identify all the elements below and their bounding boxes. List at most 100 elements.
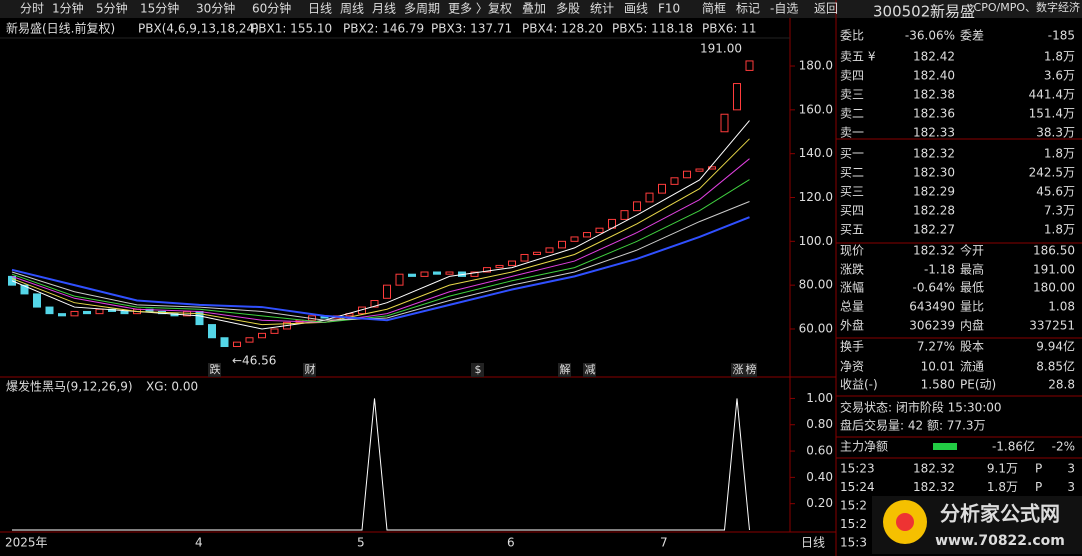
quote-cell: 外盘	[840, 318, 864, 333]
event-marker: 财	[305, 362, 316, 376]
toolbar-button[interactable]: 标记	[736, 2, 760, 16]
quote-cell: 3	[1067, 480, 1075, 494]
y-tick-label: 160.0	[799, 102, 833, 116]
candle	[695, 168, 704, 172]
quote-cell: 1.8万	[1044, 223, 1075, 237]
y-tick-label: 0.60	[806, 444, 833, 458]
indicator-line	[11, 216, 750, 322]
candle	[708, 166, 716, 170]
candle	[670, 177, 679, 185]
quote-cell: 卖三	[840, 88, 864, 102]
quote-cell: 643490	[909, 300, 955, 314]
candle	[483, 267, 491, 273]
event-badge	[303, 363, 316, 377]
candle	[433, 271, 441, 275]
candle	[508, 260, 516, 266]
event-badge	[558, 363, 571, 377]
quote-cell: 45.6万	[1036, 185, 1075, 199]
toolbar-button[interactable]: 返回	[814, 2, 838, 16]
toolbar-button[interactable]: 简框	[702, 2, 726, 16]
quote-cell: 10.01	[921, 360, 955, 374]
x-tick-label: 6	[507, 536, 515, 550]
candle	[395, 273, 404, 286]
event-marker: $	[475, 363, 482, 376]
toolbar-button[interactable]: 周线	[340, 2, 364, 16]
toolbar-button[interactable]: 多股	[556, 2, 580, 16]
quote-cell: 收益(-)	[840, 378, 878, 392]
logo-icon	[896, 513, 914, 531]
quote-cell: 换手	[840, 340, 864, 354]
quote-cell: 337251	[1029, 319, 1075, 333]
candle	[545, 247, 554, 253]
toolbar-button[interactable]: 分时	[20, 2, 44, 16]
quote-cell: -0.64%	[913, 281, 955, 295]
quote-cell: 182.28	[913, 204, 955, 218]
toolbar-button[interactable]: 多周期	[404, 2, 440, 16]
candle	[720, 113, 729, 133]
candle	[270, 328, 279, 334]
toolbar-button[interactable]: 复权	[488, 2, 512, 16]
quote-cell: 306239	[909, 319, 955, 333]
candle	[408, 273, 416, 277]
candle	[70, 310, 79, 317]
indicator-title: 爆发性黑马(9,12,26,9)	[6, 379, 133, 394]
quote-cell: 净资	[840, 360, 864, 374]
quote-cell: 1.8万	[987, 480, 1018, 494]
quote-cell: 28.8	[1048, 378, 1075, 392]
toolbar-button[interactable]: 画线	[624, 2, 648, 16]
toolbar-button[interactable]: 统计	[590, 2, 614, 16]
toolbar-button[interactable]: -自选	[770, 2, 798, 16]
y-tick-label: 60.00	[799, 321, 833, 335]
quote-cell: 15:2	[840, 499, 867, 513]
toolbar-button[interactable]: 30分钟	[196, 1, 235, 16]
quote-cell: 182.32	[913, 462, 955, 476]
quote-cell: 182.27	[913, 223, 955, 237]
event-marker: 榜	[746, 362, 757, 376]
quote-cell: P	[1035, 480, 1042, 494]
y-tick-label: 0.20	[806, 496, 833, 510]
quote-cell: 今开	[960, 243, 984, 258]
quote-cell: 182.32	[913, 244, 955, 258]
toolbar-button[interactable]: 月线	[372, 2, 396, 16]
toolbar-button[interactable]: F10	[658, 2, 680, 16]
candle	[570, 236, 579, 242]
quote-cell: 流通	[960, 360, 984, 374]
x-tick-label: 4	[195, 536, 203, 550]
candle	[20, 284, 29, 295]
y-tick-label: 140.0	[799, 146, 833, 160]
quote-cell: 38.3万	[1036, 126, 1075, 140]
y-tick-label: 180.0	[799, 59, 833, 73]
quote-cell: 总量	[840, 300, 864, 314]
quote-cell: 15:2	[840, 517, 867, 531]
logo-url: www.70822.com	[935, 533, 1065, 549]
event-badge	[583, 363, 596, 377]
quote-cell: 182.40	[913, 69, 955, 83]
quote-cell: 最低	[960, 281, 984, 295]
toolbar-button[interactable]: 1分钟	[52, 1, 84, 16]
candle	[83, 310, 91, 315]
quote-cell: 182.32	[913, 147, 955, 161]
quote-cell: 182.33	[913, 126, 955, 140]
toolbar-button[interactable]: 5分钟	[96, 1, 128, 16]
toolbar-button[interactable]: 叠加	[522, 2, 546, 16]
candle	[95, 308, 104, 315]
quote-cell: 内盘	[960, 318, 984, 333]
toolbar-button[interactable]: 60分钟	[252, 1, 291, 16]
legend-item: PBX3: 137.71	[431, 22, 512, 36]
candle	[445, 271, 454, 275]
toolbar-button[interactable]: 15分钟	[140, 1, 179, 16]
status: 交易状态: 闭市阶段 15:30:00	[840, 400, 1002, 415]
toolbar-button[interactable]: 更多 〉	[448, 2, 488, 16]
quote-cell: 7.27%	[917, 340, 955, 354]
quote-cell: 买五	[840, 223, 864, 237]
event-marker: 跌	[210, 362, 221, 376]
candle	[383, 284, 391, 299]
x-tick-label: 2025年	[5, 536, 48, 550]
quote-cell: 15:24	[840, 480, 875, 494]
quote-cell: 买三	[840, 185, 864, 199]
toolbar-button[interactable]: 日线	[308, 2, 332, 16]
candle	[120, 310, 129, 315]
quote-cell: 9.1万	[987, 462, 1018, 476]
